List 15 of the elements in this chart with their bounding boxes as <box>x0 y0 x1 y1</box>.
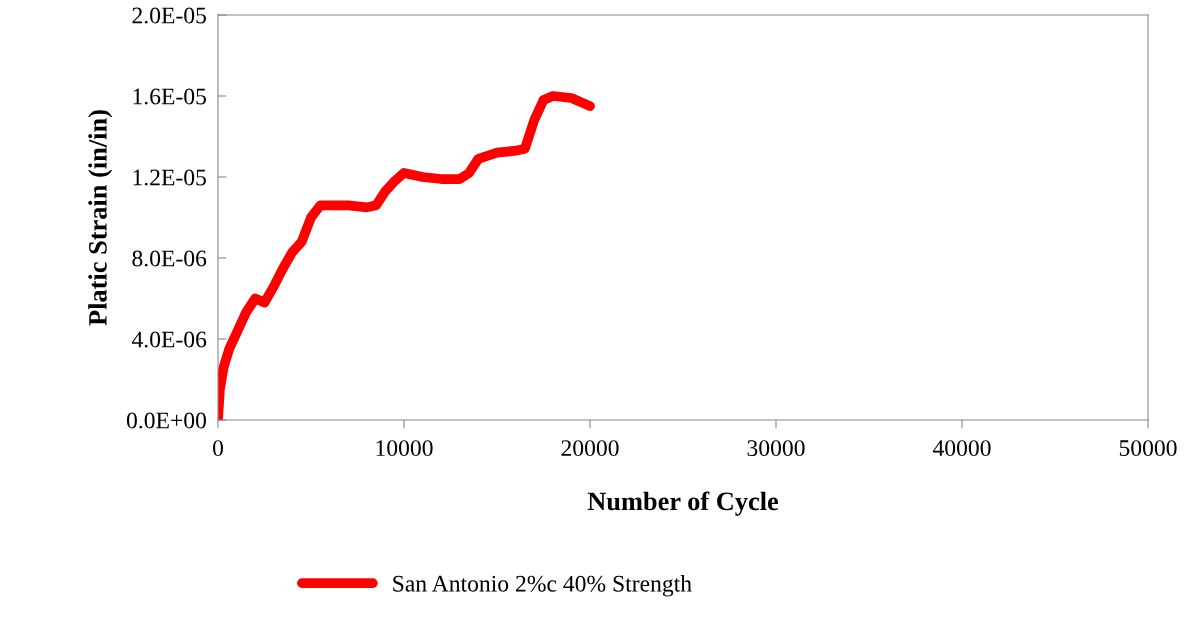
x-tick-label: 0 <box>213 440 223 457</box>
x-tick-label: 40000 <box>932 440 991 457</box>
legend-label: San Antonio 2%c 40% Strength <box>393 575 692 597</box>
y-axis-title: Platic Strain (in/in) <box>88 110 113 326</box>
y-tick-label: 0.0E+00 <box>126 412 206 429</box>
y-tick-label: 1.2E-05 <box>133 169 206 186</box>
x-tick-label: 10000 <box>376 440 433 457</box>
y-tick-label: 4.0E-06 <box>131 331 207 348</box>
x-tick-label: 50000 <box>1119 440 1177 457</box>
y-tick-label: 2.0E-05 <box>132 7 206 24</box>
y-tick-label: 1.6E-05 <box>133 88 206 105</box>
x-tick-label: 30000 <box>747 440 805 457</box>
y-tick-label: 8.0E-06 <box>132 250 207 267</box>
x-axis-title: Number of Cycle <box>587 491 779 516</box>
x-tick-label: 20000 <box>561 440 619 457</box>
